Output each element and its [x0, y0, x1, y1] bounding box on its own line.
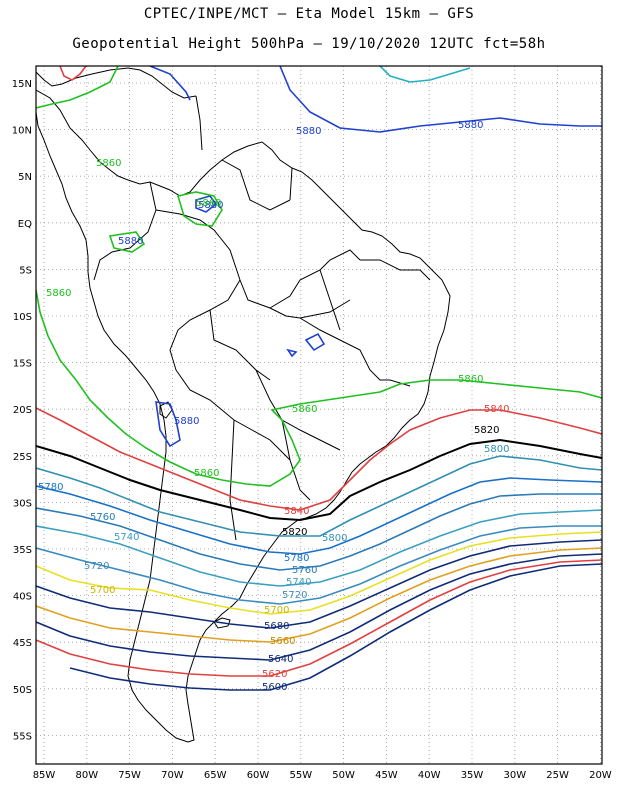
label-5860-b: 5860	[196, 198, 221, 209]
caribbean-coast	[36, 67, 197, 99]
lon-label: 85W	[33, 770, 56, 781]
label-5660: 5660	[270, 636, 295, 647]
label-5860-c: 5860	[46, 288, 71, 299]
map-frame	[35, 65, 603, 765]
contour-5620	[36, 559, 602, 677]
label-5880-c: 5880	[198, 200, 223, 211]
label-5860-f: 5860	[194, 468, 219, 479]
contour-5880-cell-amazon	[195, 195, 218, 213]
lat-label: 25S	[13, 452, 32, 463]
lon-label: 45W	[375, 770, 398, 781]
lat-label: 15S	[13, 359, 32, 370]
lon-label: 55W	[289, 770, 312, 781]
contour-5860-cell-amazon	[108, 191, 223, 253]
label-5880-a: 5880	[296, 126, 321, 137]
label-5860-a: 5860	[96, 158, 121, 169]
label-5760-b: 5760	[292, 565, 317, 576]
lat-label: 5N	[18, 172, 32, 183]
contour-5680	[36, 539, 602, 629]
lon-label: 30W	[503, 770, 526, 781]
lat-label: 20S	[13, 405, 32, 416]
latitude-labels: 15N 10N 5N EQ 5S 10S 15S 20S 25S 30S 35S 40S 45S 50S 5…	[12, 79, 32, 742]
lon-label: 60W	[247, 770, 270, 781]
contour-5720	[36, 525, 602, 605]
lon-label: 35W	[461, 770, 484, 781]
label-5740-a: 5740	[114, 532, 139, 543]
map-title-line-2: Geopotential Height 500hPa – 19/10/2020 …	[72, 36, 546, 52]
label-5640: 5640	[268, 654, 293, 665]
label-5840-a: 5840	[284, 506, 309, 517]
contour-5760	[36, 493, 602, 571]
lon-label: 50W	[332, 770, 355, 781]
lat-label: 10S	[13, 312, 32, 323]
label-5680: 5680	[264, 621, 289, 632]
lat-label: 5S	[19, 265, 32, 276]
label-5820-b: 5820	[474, 425, 499, 436]
lat-label: 10N	[12, 126, 32, 137]
label-5880-b: 5880	[458, 120, 483, 131]
lat-lon-grid	[36, 66, 602, 764]
contour-5800-teal	[36, 455, 602, 537]
lon-label: 40W	[418, 770, 441, 781]
contour-5880-teal	[379, 66, 471, 83]
label-5860-e: 5860	[458, 374, 483, 385]
contour-5880-cell-bolivia	[155, 401, 181, 448]
label-5760-a: 5760	[90, 512, 115, 523]
geopotential-contours	[36, 66, 602, 691]
lat-label: 35S	[13, 545, 32, 556]
lake-titicaca	[159, 401, 173, 419]
label-5720-b: 5720	[282, 590, 307, 601]
map-title-line-1: CPTEC/INPE/MCT – Eta Model 15km – GFS	[143, 6, 475, 22]
label-5800-a: 5800	[322, 533, 347, 544]
contour-5660	[36, 547, 602, 643]
label-5700-b: 5700	[264, 605, 289, 616]
lat-label: 15N	[12, 79, 32, 90]
contour-5640	[36, 553, 602, 661]
lon-label: 65W	[204, 770, 227, 781]
lon-label: 80W	[75, 770, 98, 781]
contour-5840-corner	[59, 66, 87, 81]
south-america-outline	[36, 89, 451, 743]
label-5740-b: 5740	[286, 577, 311, 588]
label-5820-a: 5820	[282, 527, 307, 538]
label-5620: 5620	[262, 669, 287, 680]
label-5860-d: 5860	[292, 404, 317, 415]
label-5780-a: 5780	[38, 482, 63, 493]
label-5700-a: 5700	[90, 585, 115, 596]
contour-5600	[69, 563, 602, 691]
contour-labels: 5880 5880 5880 5880 5880 5860 5860 5860 …	[38, 120, 509, 693]
country-borders	[93, 95, 431, 541]
lat-label: 40S	[13, 592, 32, 603]
contour-5880-cell-central	[286, 332, 326, 358]
contour-5860-main	[36, 66, 602, 487]
lat-label: EQ	[18, 219, 32, 230]
label-5600: 5600	[262, 682, 287, 693]
lat-label: 50S	[13, 685, 32, 696]
lon-label: 70W	[161, 770, 184, 781]
label-5780-b: 5780	[284, 553, 309, 564]
label-5720-a: 5720	[84, 561, 109, 572]
contour-5740	[36, 509, 602, 587]
lon-label: 20W	[589, 770, 612, 781]
longitude-labels: 85W 80W 75W 70W 65W 60W 55W 50W 45W 40W 35W 30W 25W 2…	[33, 770, 612, 781]
contour-5780	[36, 477, 602, 555]
contour-5880-north	[149, 66, 602, 133]
contour-5840-red	[36, 407, 602, 511]
contour-5820-black	[36, 438, 602, 522]
contour-5700	[36, 531, 602, 615]
label-5880-d: 5880	[118, 236, 143, 247]
label-5840-b: 5840	[484, 404, 509, 415]
lat-label: 45S	[13, 638, 32, 649]
lat-label: 30S	[13, 498, 32, 509]
label-5880-e: 5880	[174, 416, 199, 427]
label-5800-b: 5800	[484, 444, 509, 455]
falkland-islands	[213, 617, 231, 629]
lat-label: 55S	[13, 731, 32, 742]
lon-label: 25W	[546, 770, 569, 781]
lon-label: 75W	[118, 770, 141, 781]
